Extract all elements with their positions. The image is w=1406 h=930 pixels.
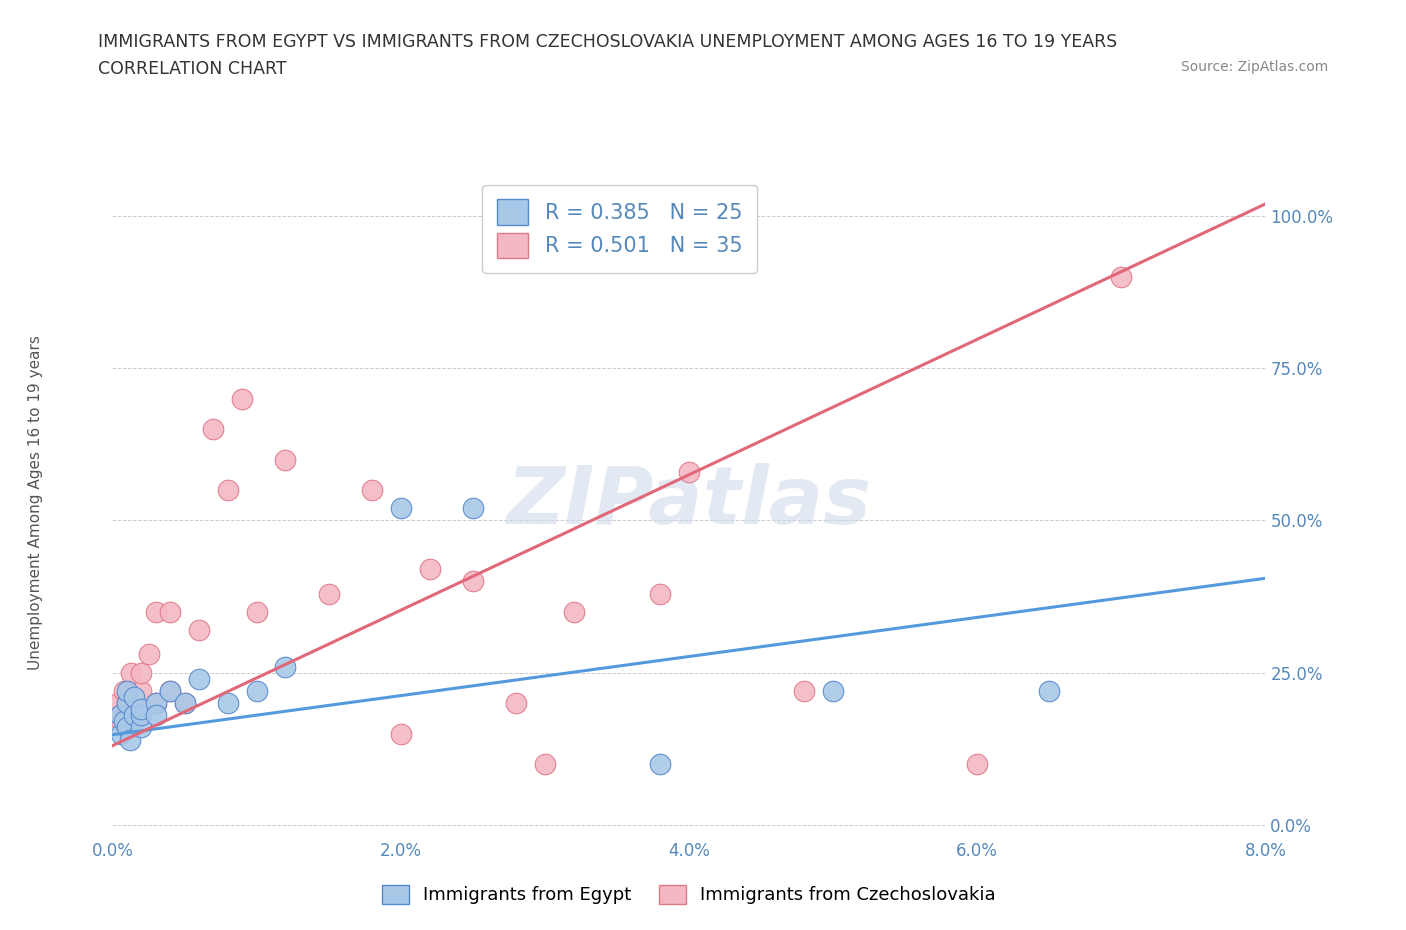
- Point: [129, 708, 153, 723]
- Point: [112, 714, 135, 729]
- Text: Source: ZipAtlas.com: Source: ZipAtlas.com: [1181, 60, 1329, 74]
- Point: [115, 720, 138, 735]
- Point: [145, 708, 167, 723]
- Point: [115, 696, 138, 711]
- Point: [245, 684, 267, 698]
- Point: [274, 659, 297, 674]
- Point: [461, 574, 484, 589]
- Point: [120, 665, 142, 680]
- Point: [129, 684, 153, 698]
- Point: [389, 726, 412, 741]
- Point: [231, 392, 253, 406]
- Point: [461, 501, 484, 516]
- Point: [562, 604, 585, 619]
- Point: [245, 604, 267, 619]
- Point: [145, 696, 167, 711]
- Point: [533, 756, 555, 771]
- Point: [173, 696, 195, 711]
- Point: [107, 696, 129, 711]
- Point: [118, 696, 141, 711]
- Point: [129, 665, 153, 680]
- Point: [505, 696, 527, 711]
- Text: ZIPatlas: ZIPatlas: [506, 463, 872, 541]
- Point: [318, 586, 340, 601]
- Point: [419, 562, 441, 577]
- Point: [217, 483, 239, 498]
- Point: [389, 501, 412, 516]
- Point: [112, 684, 135, 698]
- Point: [122, 708, 145, 723]
- Point: [678, 464, 700, 479]
- Point: [159, 604, 181, 619]
- Point: [966, 756, 988, 771]
- Text: IMMIGRANTS FROM EGYPT VS IMMIGRANTS FROM CZECHOSLOVAKIA UNEMPLOYMENT AMONG AGES : IMMIGRANTS FROM EGYPT VS IMMIGRANTS FROM…: [98, 33, 1118, 50]
- Point: [793, 684, 815, 698]
- Point: [202, 421, 225, 436]
- Point: [115, 684, 138, 698]
- Point: [110, 714, 132, 729]
- Point: [122, 714, 145, 729]
- Legend: R = 0.385   N = 25, R = 0.501   N = 35: R = 0.385 N = 25, R = 0.501 N = 35: [482, 184, 756, 272]
- Point: [188, 622, 211, 637]
- Point: [159, 684, 181, 698]
- Point: [145, 696, 167, 711]
- Point: [122, 689, 145, 704]
- Point: [217, 696, 239, 711]
- Point: [118, 732, 141, 747]
- Point: [129, 720, 153, 735]
- Point: [108, 708, 131, 723]
- Point: [360, 483, 382, 498]
- Point: [821, 684, 844, 698]
- Point: [1038, 684, 1060, 698]
- Point: [648, 756, 672, 771]
- Point: [145, 604, 167, 619]
- Point: [115, 708, 138, 723]
- Point: [1111, 270, 1133, 285]
- Text: CORRELATION CHART: CORRELATION CHART: [98, 60, 287, 78]
- Point: [159, 684, 181, 698]
- Point: [274, 452, 297, 467]
- Point: [138, 647, 160, 662]
- Point: [110, 726, 132, 741]
- Point: [188, 671, 211, 686]
- Text: Unemployment Among Ages 16 to 19 years: Unemployment Among Ages 16 to 19 years: [28, 335, 42, 670]
- Point: [173, 696, 195, 711]
- Point: [115, 696, 138, 711]
- Point: [129, 702, 153, 717]
- Legend: Immigrants from Egypt, Immigrants from Czechoslovakia: Immigrants from Egypt, Immigrants from C…: [375, 878, 1002, 911]
- Point: [648, 586, 672, 601]
